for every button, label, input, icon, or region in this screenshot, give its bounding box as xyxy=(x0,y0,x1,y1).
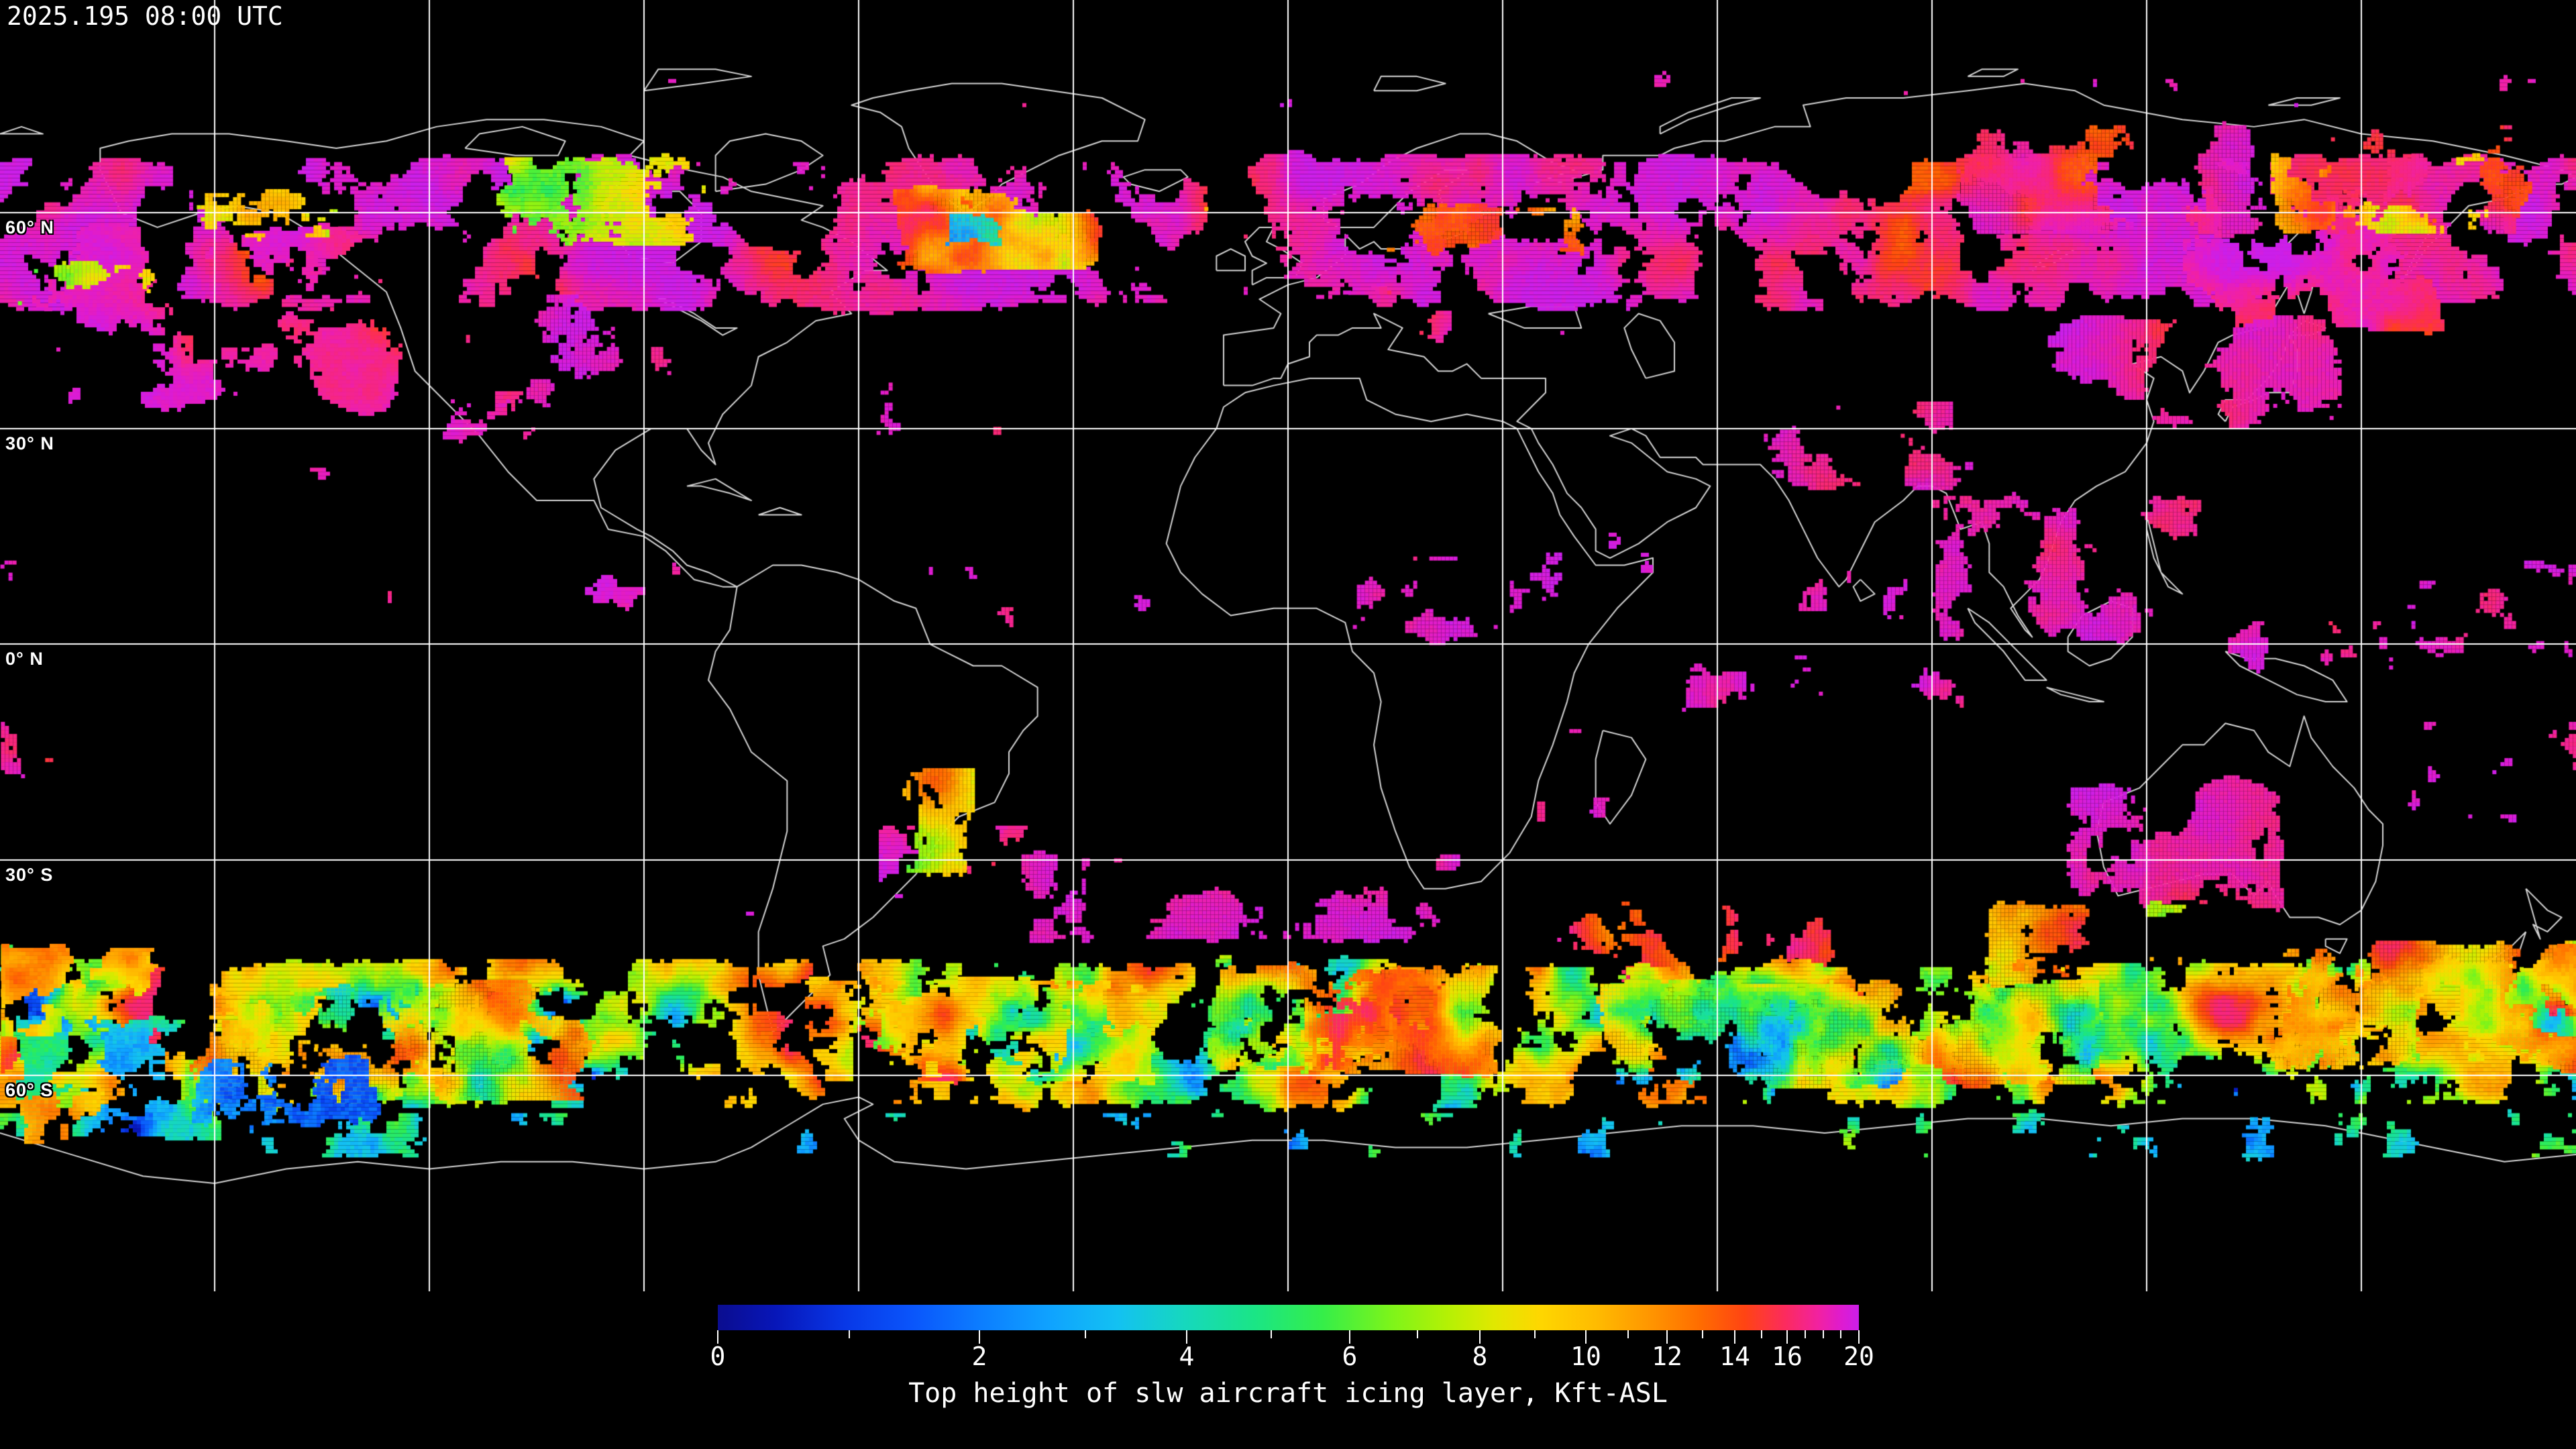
world-map-canvas xyxy=(0,0,2576,1291)
colorbar-major-tick xyxy=(1186,1330,1187,1344)
colorbar-tick-label: 20 xyxy=(1843,1342,1874,1371)
colorbar-major-tick xyxy=(1734,1330,1735,1344)
colorbar-minor-tick xyxy=(1823,1330,1824,1338)
colorbar-minor-tick xyxy=(1627,1330,1629,1338)
colorbar-minor-tick xyxy=(1534,1330,1536,1338)
latitude-label: 60° S xyxy=(5,1080,54,1100)
colorbar-minor-tick xyxy=(849,1330,850,1338)
colorbar-major-tick xyxy=(1349,1330,1350,1344)
colorbar-tick-label: 6 xyxy=(1342,1342,1358,1371)
colorbar-gradient xyxy=(718,1305,1859,1330)
colorbar-major-tick xyxy=(717,1330,718,1344)
colorbar-minor-tick xyxy=(1417,1330,1418,1338)
colorbar-minor-tick xyxy=(1702,1330,1703,1338)
colorbar-major-tick xyxy=(1666,1330,1668,1344)
colorbar-tick-label: 10 xyxy=(1570,1342,1601,1371)
latitude-label: 0° N xyxy=(5,649,44,669)
colorbar-minor-tick xyxy=(1805,1330,1806,1338)
colorbar-minor-tick xyxy=(1085,1330,1086,1338)
colorbar-tick-label: 0 xyxy=(710,1342,726,1371)
colorbar-tick-label: 16 xyxy=(1772,1342,1803,1371)
colorbar-tick-label: 4 xyxy=(1179,1342,1195,1371)
colorbar-major-tick xyxy=(1786,1330,1788,1344)
colorbar-major-tick xyxy=(1479,1330,1481,1344)
colorbar-minor-tick xyxy=(1271,1330,1272,1338)
colorbar-tick-label: 12 xyxy=(1652,1342,1682,1371)
colorbar-major-tick xyxy=(1858,1330,1860,1344)
colorbar-tick-label: 14 xyxy=(1719,1342,1750,1371)
colorbar-major-tick xyxy=(1585,1330,1587,1344)
colorbar-tick-label: 2 xyxy=(971,1342,987,1371)
colorbar-major-tick xyxy=(979,1330,980,1344)
timestamp-label: 2025.195 08:00 UTC xyxy=(7,1,283,31)
colorbar-minor-tick xyxy=(1840,1330,1841,1338)
colorbar-tick-label: 8 xyxy=(1472,1342,1488,1371)
latitude-label: 30° S xyxy=(5,865,54,885)
latitude-label: 60° N xyxy=(5,217,54,237)
latitude-label: 30° N xyxy=(5,433,54,453)
colorbar-minor-tick xyxy=(1761,1330,1762,1338)
colorbar-title: Top height of slw aircraft icing layer, … xyxy=(908,1378,1668,1409)
